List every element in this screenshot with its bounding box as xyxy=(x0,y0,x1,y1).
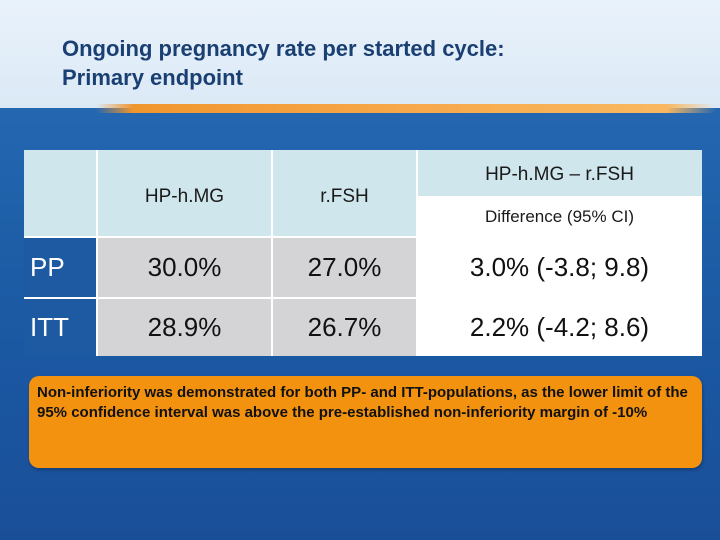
table-divider xyxy=(24,297,702,299)
conclusion-callout: Non-inferiority was demonstrated for bot… xyxy=(29,376,702,468)
row-label-itt: ITT xyxy=(24,298,97,356)
title-line-2: Primary endpoint xyxy=(62,65,243,90)
table-divider xyxy=(416,150,418,356)
table-corner-cell xyxy=(24,150,97,237)
table-divider xyxy=(96,150,98,356)
header-rfsh: r.FSH xyxy=(272,150,417,237)
cell-pp-rfsh: 27.0% xyxy=(272,237,417,298)
title-panel xyxy=(0,0,720,108)
title-accent-bar xyxy=(96,104,716,113)
header-difference-bottom: Difference (95% CI) xyxy=(417,196,702,237)
title-line-1: Ongoing pregnancy rate per started cycle… xyxy=(62,36,505,61)
cell-pp-hpmg: 30.0% xyxy=(97,237,272,298)
cell-itt-difference: 2.2% (-4.2; 8.6) xyxy=(417,298,702,356)
cell-pp-difference: 3.0% (-3.8; 9.8) xyxy=(417,237,702,298)
slide-title: Ongoing pregnancy rate per started cycle… xyxy=(62,34,505,92)
header-hpmg: HP-h.MG xyxy=(97,150,272,237)
table-divider xyxy=(271,150,273,356)
cell-itt-rfsh: 26.7% xyxy=(272,298,417,356)
header-difference-top: HP-h.MG – r.FSH xyxy=(417,150,702,196)
cell-itt-hpmg: 28.9% xyxy=(97,298,272,356)
table-divider xyxy=(24,236,702,238)
row-label-pp: PP xyxy=(24,237,97,298)
